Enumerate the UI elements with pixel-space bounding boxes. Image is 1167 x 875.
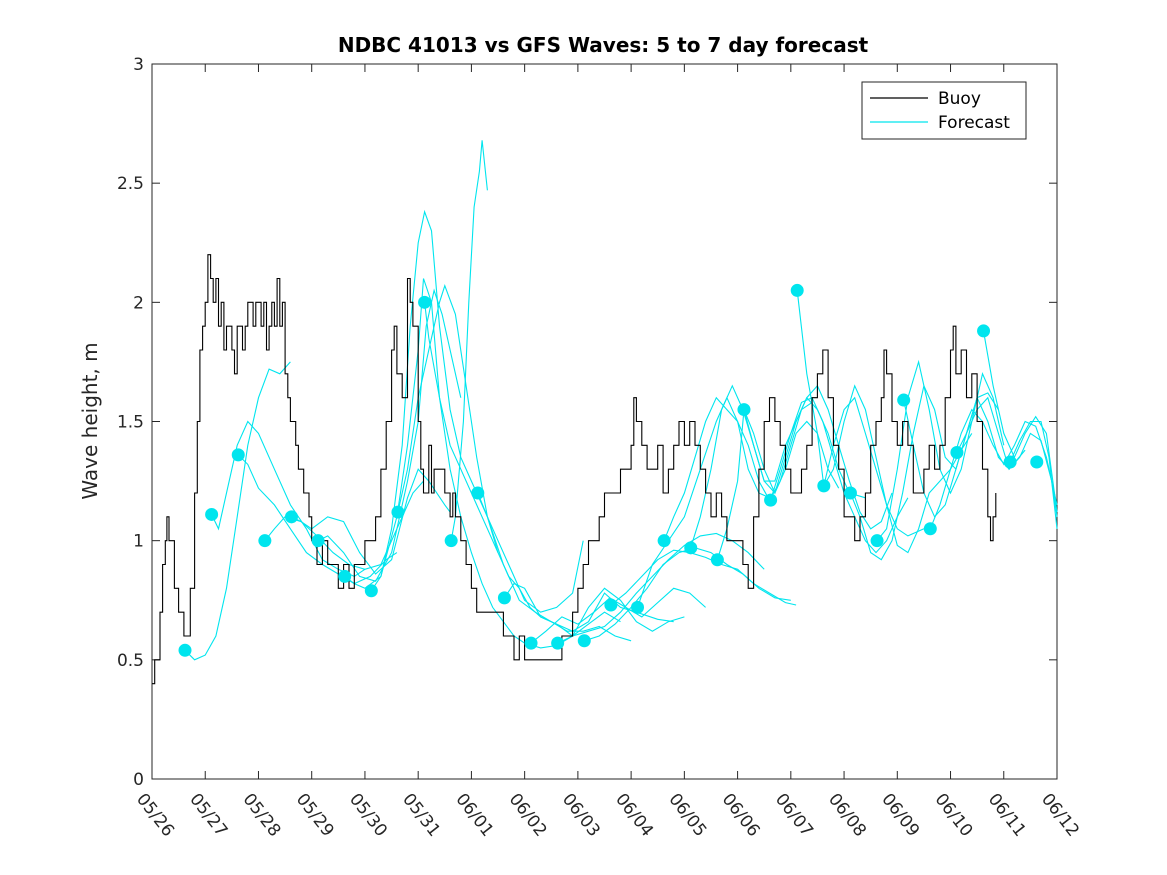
forecast-marker [604, 598, 618, 612]
x-tick-label: 05/31 [398, 790, 444, 841]
x-tick-label: 06/05 [664, 790, 710, 841]
forecast-line [796, 290, 925, 537]
buoy-line [152, 254, 997, 685]
forecast-marker [258, 534, 272, 548]
forecast-marker [524, 636, 538, 650]
forecast-line [956, 396, 1058, 517]
axes-box [151, 63, 1058, 780]
forecast-marker [710, 553, 724, 567]
legend-forecast-label: Forecast [938, 113, 1010, 133]
forecast-marker [657, 534, 671, 548]
forecast-line [982, 330, 1058, 513]
forecast-line [317, 288, 462, 582]
forecast-marker [870, 534, 884, 548]
forecast-line [610, 549, 797, 606]
plot-area: 0 0.5 1 1.5 2 2.5 3 05/26 05/27 05/28 05/29 05/30 05… [117, 55, 1083, 841]
forecast-line [450, 140, 488, 541]
x-tick-label: 05/26 [132, 790, 178, 841]
forecast-marker [1030, 455, 1044, 469]
forecast-marker [1003, 455, 1017, 469]
y-tick-label: 2.5 [117, 174, 144, 194]
x-tick-label: 06/12 [1037, 790, 1083, 841]
forecast-marker [205, 507, 219, 521]
chart-title: NDBC 41013 vs GFS Waves: 5 to 7 day fore… [338, 33, 869, 57]
x-tick-label: 05/30 [345, 790, 391, 841]
legend: Buoy Forecast [861, 81, 1027, 140]
x-tick-label: 06/06 [718, 790, 764, 841]
forecast-marker [631, 600, 645, 614]
forecast-line [663, 396, 813, 541]
forecast-line [823, 384, 973, 554]
forecast-marker [950, 445, 964, 459]
forecast-line [636, 396, 770, 608]
y-tick-label: 3 [133, 55, 144, 75]
forecast-marker [790, 283, 804, 297]
y-tick-label: 1.5 [117, 413, 144, 433]
x-tick-label: 05/27 [185, 790, 231, 841]
forecast-line [477, 492, 685, 637]
forecast-marker [977, 324, 991, 338]
x-tick-label: 05/28 [239, 790, 285, 841]
forecast-marker [684, 541, 698, 555]
x-tick-label: 06/01 [451, 790, 497, 841]
forecast-marker [737, 403, 751, 417]
x-tick-label: 06/07 [771, 790, 817, 841]
forecast-marker [897, 393, 911, 407]
x-tick-label: 06/11 [984, 790, 1030, 841]
forecast-line [770, 396, 909, 554]
legend-buoy-label: Buoy [938, 89, 981, 109]
forecast-marker [444, 534, 458, 548]
forecast-marker [338, 569, 352, 583]
forecast-line [929, 408, 1058, 530]
forecast-marker [311, 534, 325, 548]
forecast-marker [391, 505, 405, 519]
forecast-marker [178, 643, 192, 657]
forecast-line [1009, 420, 1058, 529]
forecast-marker [551, 636, 565, 650]
forecast-marker [231, 448, 245, 462]
x-tick-label: 06/02 [505, 790, 551, 841]
y-tick-label: 2 [133, 293, 144, 313]
forecast-marker [764, 493, 778, 507]
x-tick-label: 06/04 [611, 790, 657, 841]
forecast-marker [497, 591, 511, 605]
forecast-line [530, 587, 706, 644]
forecast-marker [471, 486, 485, 500]
forecast-marker [843, 486, 857, 500]
y-axis-label: Wave height, m [78, 342, 102, 499]
x-tick-label: 06/08 [824, 790, 870, 841]
forecast-marker [817, 479, 831, 493]
x-tick-label: 06/10 [931, 790, 977, 841]
forecast-marker [923, 522, 937, 536]
y-tick-label: 0.5 [117, 651, 144, 671]
forecast-marker [577, 634, 591, 648]
x-tick-label: 05/29 [292, 790, 338, 841]
y-tick-label: 1 [133, 532, 144, 552]
forecast-marker [364, 584, 378, 598]
x-tick-label: 06/09 [877, 790, 923, 841]
legend-box [861, 81, 1027, 140]
forecast-marker [418, 295, 432, 309]
forecast-line [184, 361, 291, 661]
x-tick-label: 06/03 [558, 790, 604, 841]
forecast-marker [284, 510, 298, 524]
forecast-line [237, 454, 398, 585]
forecast-line [264, 480, 424, 570]
forecast-line [370, 209, 584, 613]
y-tick-label: 0 [133, 770, 144, 790]
